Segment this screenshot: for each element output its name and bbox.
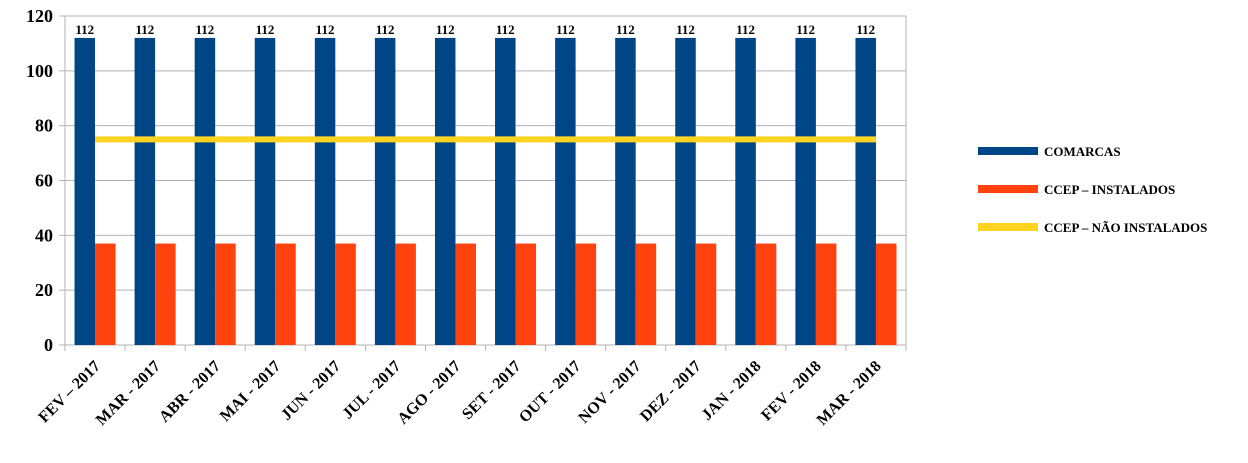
- bar-ccep-instalados-6: [455, 243, 476, 345]
- x-tick-label: NOV - 2017: [575, 358, 644, 427]
- bar-ccep-instalados-7: [515, 243, 537, 345]
- data-label: 112: [436, 22, 455, 37]
- y-tick-label: 0: [44, 335, 53, 355]
- x-tick-label: MAR - 2017: [93, 358, 164, 429]
- x-tick-label: SET - 2017: [459, 358, 524, 423]
- bar-ccep-instalados-8: [575, 243, 597, 345]
- bar-ccep-instalados-4: [335, 243, 356, 345]
- x-tick-label: MAR - 2018: [814, 358, 885, 429]
- bar-comarcas-1: [134, 37, 156, 345]
- bar-comarcas-4: [314, 37, 336, 345]
- data-label: 112: [556, 22, 575, 37]
- data-label: 112: [676, 22, 695, 37]
- bar-ccep-instalados-1: [155, 243, 176, 345]
- x-tick-label: FEV - 2018: [758, 358, 825, 425]
- bar-comarcas-3: [254, 37, 276, 345]
- bar-comarcas-13: [855, 37, 876, 345]
- data-labels: 112 112 112 112 112 112 112 112 112 112 112 112 112 1…: [75, 22, 875, 37]
- bar-ccep-instalados-10: [695, 243, 717, 345]
- data-label: 112: [856, 22, 875, 37]
- data-label: 112: [256, 22, 275, 37]
- y-axis: 0 20 40 60 80 100 120: [26, 6, 65, 355]
- bar-ccep-instalados-11: [755, 243, 777, 345]
- bar-ccep-instalados-2: [215, 243, 236, 345]
- bar-ccep-instalados-9: [635, 243, 657, 345]
- legend-swatch-0: [978, 147, 1038, 155]
- bar-comarcas-11: [735, 37, 756, 345]
- x-tick-label: AGO - 2017: [394, 358, 464, 428]
- data-label: 112: [496, 22, 515, 37]
- bar-comarcas-12: [795, 37, 816, 345]
- bar-ccep-instalados-12: [815, 243, 837, 345]
- legend-label-0: COMARCAS: [1044, 144, 1121, 159]
- bar-comarcas-8: [555, 37, 576, 345]
- bar-comarcas-7: [495, 37, 516, 345]
- x-tick-label: JAN - 2018: [699, 358, 765, 424]
- bar-comarcas-2: [194, 37, 216, 345]
- bar-comarcas-0: [74, 37, 96, 345]
- data-label: 112: [376, 22, 395, 37]
- legend-label-1: CCEP – INSTALADOS: [1044, 182, 1175, 197]
- data-label: 112: [616, 22, 635, 37]
- bar-comarcas-5: [374, 37, 396, 345]
- y-tick-label: 60: [35, 171, 53, 191]
- data-label: 112: [135, 22, 154, 37]
- data-label: 112: [736, 22, 755, 37]
- bar-comarcas-10: [675, 37, 696, 345]
- legend-swatch-1: [978, 185, 1038, 193]
- y-tick-label: 80: [35, 116, 53, 136]
- bars: [74, 37, 897, 345]
- legend: COMARCAS CCEP – INSTALADOS CCEP – NÃO INST…: [978, 144, 1207, 235]
- x-tick-label: OUT - 2017: [516, 358, 584, 426]
- x-tick-label: ABR - 2017: [156, 358, 224, 426]
- bar-ccep-instalados-3: [275, 243, 296, 345]
- x-tick-label: MAI - 2017: [217, 358, 284, 425]
- x-tick-label: JUN - 2017: [278, 358, 344, 424]
- bar-ccep-instalados-0: [95, 243, 116, 345]
- y-tick-label: 20: [35, 280, 53, 300]
- legend-label-2: CCEP – NÃO INSTALADOS: [1044, 220, 1207, 235]
- bar-ccep-instalados-5: [395, 243, 416, 345]
- y-tick-label: 100: [26, 61, 53, 81]
- data-label: 112: [196, 22, 215, 37]
- bar-ccep-instalados-13: [875, 243, 897, 345]
- legend-swatch-2: [978, 223, 1038, 231]
- data-label: 112: [316, 22, 335, 37]
- data-label: 112: [796, 22, 815, 37]
- y-tick-label: 120: [26, 6, 53, 26]
- y-tick-label: 40: [35, 225, 53, 245]
- x-tick-label: JUL - 2017: [339, 358, 404, 423]
- x-tick-label: DEZ - 2017: [637, 358, 704, 425]
- bar-comarcas-6: [434, 37, 456, 345]
- bar-comarcas-9: [615, 37, 636, 345]
- data-label: 112: [75, 22, 94, 37]
